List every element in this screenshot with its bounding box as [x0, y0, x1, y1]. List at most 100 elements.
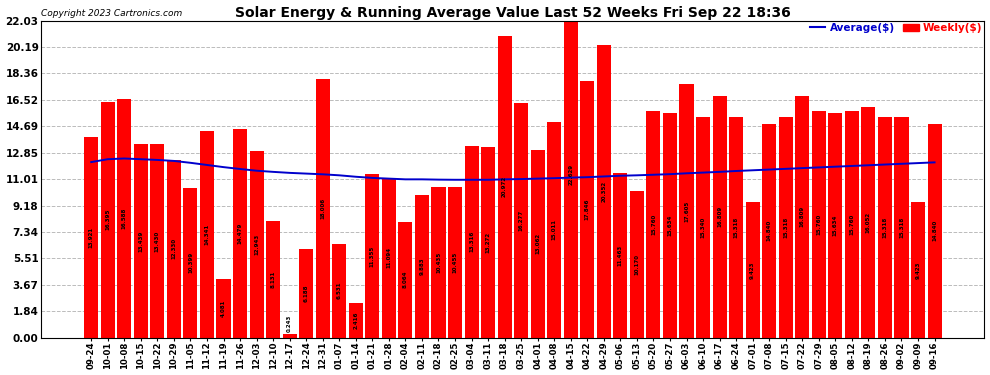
Bar — [464, 146, 478, 338]
Text: 13.062: 13.062 — [536, 233, 541, 254]
Bar — [531, 150, 544, 338]
Bar — [812, 111, 826, 338]
Text: 9.423: 9.423 — [916, 261, 921, 279]
Bar — [779, 117, 793, 338]
Bar — [580, 81, 594, 338]
Text: 8.064: 8.064 — [403, 271, 408, 288]
Bar — [547, 122, 561, 338]
Text: 15.760: 15.760 — [817, 214, 822, 235]
Bar — [266, 220, 280, 338]
Text: 16.809: 16.809 — [800, 206, 805, 227]
Bar — [398, 222, 413, 338]
Bar — [183, 188, 197, 338]
Bar — [348, 303, 362, 338]
Bar — [249, 152, 263, 338]
Bar — [84, 137, 98, 338]
Bar — [233, 129, 248, 338]
Bar — [928, 124, 941, 338]
Bar — [134, 144, 148, 338]
Text: 15.318: 15.318 — [882, 217, 887, 238]
Text: 8.131: 8.131 — [270, 270, 275, 288]
Text: 15.011: 15.011 — [551, 219, 556, 240]
Text: 6.531: 6.531 — [337, 282, 342, 299]
Text: 15.760: 15.760 — [651, 214, 656, 235]
Bar — [861, 107, 875, 338]
Bar — [844, 111, 859, 338]
Bar — [415, 195, 429, 338]
Title: Solar Energy & Running Average Value Last 52 Weeks Fri Sep 22 18:36: Solar Energy & Running Average Value Las… — [235, 6, 791, 20]
Text: 11.094: 11.094 — [386, 247, 391, 268]
Text: 18.006: 18.006 — [320, 198, 326, 219]
Bar — [101, 102, 115, 338]
Bar — [614, 172, 628, 338]
Bar — [382, 178, 396, 338]
Text: 10.399: 10.399 — [188, 252, 193, 273]
Bar — [729, 117, 743, 338]
Bar — [365, 174, 379, 338]
Text: 10.435: 10.435 — [436, 252, 441, 273]
Bar — [432, 188, 446, 338]
Bar — [448, 187, 462, 338]
Bar — [663, 113, 677, 338]
Text: 0.243: 0.243 — [287, 315, 292, 332]
Bar — [679, 84, 694, 338]
Bar — [563, 12, 578, 338]
Text: 12.330: 12.330 — [171, 238, 176, 260]
Bar — [894, 117, 909, 338]
Text: 10.170: 10.170 — [635, 254, 640, 275]
Bar — [646, 111, 660, 338]
Text: 11.463: 11.463 — [618, 244, 623, 266]
Text: Copyright 2023 Cartronics.com: Copyright 2023 Cartronics.com — [42, 9, 182, 18]
Bar — [762, 124, 776, 338]
Bar — [696, 117, 710, 338]
Text: 11.355: 11.355 — [370, 245, 375, 267]
Bar — [299, 249, 313, 338]
Bar — [498, 36, 512, 338]
Bar — [911, 202, 925, 338]
Bar — [316, 79, 330, 338]
Bar — [282, 334, 297, 338]
Text: 16.052: 16.052 — [866, 211, 871, 232]
Text: 15.340: 15.340 — [701, 217, 706, 238]
Bar — [167, 160, 181, 338]
Bar — [481, 147, 495, 338]
Text: 15.634: 15.634 — [667, 214, 672, 236]
Bar — [333, 244, 346, 338]
Text: 9.883: 9.883 — [420, 258, 425, 275]
Bar — [713, 96, 727, 338]
Text: 6.188: 6.188 — [304, 284, 309, 302]
Text: 13.272: 13.272 — [485, 231, 491, 253]
Text: 16.588: 16.588 — [122, 208, 127, 229]
Bar — [878, 117, 892, 338]
Text: 15.318: 15.318 — [783, 217, 788, 238]
Text: 22.629: 22.629 — [568, 164, 573, 185]
Text: 15.318: 15.318 — [734, 217, 739, 238]
Text: 13.316: 13.316 — [469, 231, 474, 252]
Text: 17.605: 17.605 — [684, 200, 689, 222]
Text: 20.352: 20.352 — [601, 181, 606, 202]
Text: 16.809: 16.809 — [717, 206, 722, 227]
Bar — [150, 144, 164, 338]
Legend: Average($), Weekly($): Average($), Weekly($) — [810, 23, 982, 33]
Text: 2.416: 2.416 — [353, 312, 358, 329]
Text: 14.840: 14.840 — [766, 220, 771, 242]
Text: 12.943: 12.943 — [254, 234, 259, 255]
Text: 15.318: 15.318 — [899, 217, 904, 238]
Text: 14.479: 14.479 — [238, 223, 243, 244]
Bar — [597, 45, 611, 338]
Bar — [117, 99, 132, 338]
Text: 13.921: 13.921 — [89, 227, 94, 248]
Bar — [514, 104, 529, 338]
Bar — [217, 279, 231, 338]
Bar — [200, 131, 214, 338]
Text: 16.395: 16.395 — [105, 209, 110, 230]
Text: 16.277: 16.277 — [519, 210, 524, 231]
Text: 10.455: 10.455 — [452, 252, 457, 273]
Bar — [829, 113, 842, 338]
Text: 15.760: 15.760 — [849, 214, 854, 235]
Text: 17.846: 17.846 — [585, 198, 590, 220]
Text: 4.081: 4.081 — [221, 300, 226, 317]
Text: 13.430: 13.430 — [154, 230, 159, 252]
Text: 13.439: 13.439 — [139, 230, 144, 252]
Text: 14.840: 14.840 — [932, 220, 938, 242]
